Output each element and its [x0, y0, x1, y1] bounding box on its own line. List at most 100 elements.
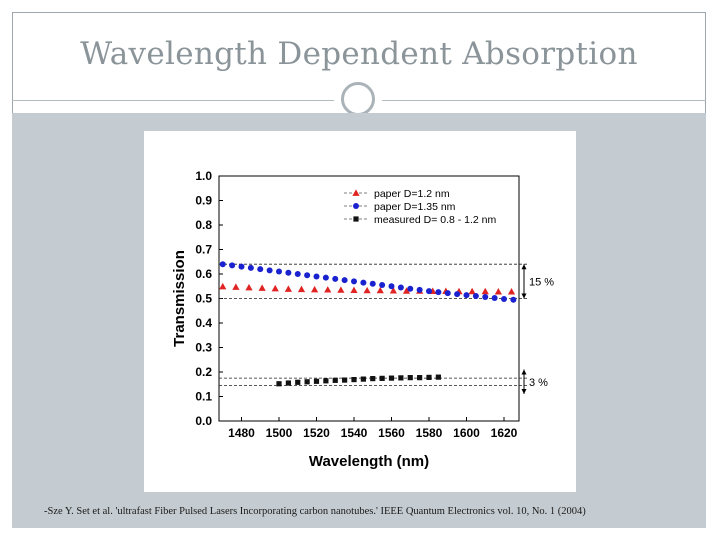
- legend-entry-label: paper D=1.2 nm: [374, 188, 450, 200]
- data-point-circle: [426, 288, 432, 295]
- data-point-square: [398, 375, 404, 381]
- x-axis-label: Wavelength (nm): [309, 453, 429, 470]
- citation: -Sze Y. Set et al. 'ultrafast Fiber Puls…: [44, 506, 586, 517]
- x-tick-label: 1540: [341, 426, 368, 440]
- annotation-arrow: [521, 293, 527, 299]
- data-point-circle: [510, 296, 517, 303]
- x-tick-label: 1500: [266, 426, 293, 440]
- data-point-circle: [360, 279, 367, 286]
- data-point-square: [379, 375, 385, 381]
- data-point-circle: [454, 291, 461, 298]
- data-point-square: [417, 375, 423, 381]
- y-tick-label: 0.7: [195, 243, 212, 257]
- data-point-square: [353, 216, 359, 222]
- data-point-circle: [501, 295, 507, 302]
- data-point-circle: [313, 273, 320, 280]
- data-point-circle: [229, 262, 236, 269]
- data-point-circle: [266, 267, 273, 274]
- data-point-triangle: [219, 282, 227, 290]
- data-point-triangle: [389, 287, 397, 294]
- circle-ornament-icon: [338, 79, 378, 119]
- data-point-circle: [491, 295, 498, 302]
- data-point-circle: [351, 278, 357, 285]
- legend-entry-label: measured D= 0.8 - 1.2 nm: [374, 214, 497, 226]
- data-point-triangle: [402, 287, 411, 294]
- title-rule-left: [12, 100, 338, 101]
- annotation-label: 15 %: [529, 276, 554, 288]
- data-point-square: [295, 379, 301, 385]
- data-point-square: [276, 381, 282, 387]
- data-point-square: [285, 380, 291, 386]
- y-axis-label: Transmission: [171, 250, 188, 347]
- data-point-circle: [416, 286, 423, 293]
- data-point-triangle: [284, 285, 292, 292]
- x-tick-label: 1600: [453, 426, 480, 440]
- slide-title: Wavelength Dependent Absorption: [80, 36, 638, 72]
- data-point-square: [342, 377, 348, 383]
- data-point-square: [370, 376, 376, 382]
- data-point-triangle: [494, 288, 502, 295]
- data-point-circle: [379, 282, 386, 289]
- data-point-triangle: [271, 284, 279, 292]
- data-point-square: [407, 375, 413, 381]
- data-point-circle: [482, 294, 489, 301]
- y-tick-label: 1.0: [195, 169, 212, 183]
- data-point-circle: [332, 275, 339, 282]
- data-point-triangle: [311, 285, 319, 293]
- data-point-circle: [435, 289, 442, 296]
- data-point-triangle: [258, 284, 266, 291]
- y-tick-label: 0.8: [195, 218, 212, 232]
- data-point-circle: [388, 283, 395, 290]
- data-point-circle: [257, 266, 264, 273]
- data-point-square: [426, 374, 432, 380]
- data-point-circle: [341, 277, 348, 284]
- data-point-triangle: [232, 283, 240, 290]
- data-point-square: [323, 378, 329, 384]
- data-point-circle: [294, 271, 301, 277]
- data-point-square: [435, 374, 441, 380]
- data-point-triangle: [245, 283, 253, 291]
- y-tick-label: 0.2: [195, 365, 212, 379]
- y-tick-label: 0.4: [195, 316, 212, 330]
- transmission-chart: 0.0 0.1 0.2 0.3 0.4 0.5 0.6 0.7 0.8 0.9 1.0 1480 150…: [171, 169, 554, 470]
- data-point-circle: [397, 284, 404, 291]
- data-point-circle: [247, 264, 254, 271]
- data-point-circle: [472, 293, 479, 300]
- data-point-triangle: [468, 287, 476, 295]
- data-point-triangle: [297, 285, 306, 293]
- data-point-square: [351, 376, 357, 383]
- y-tick-label: 0.6: [195, 267, 212, 281]
- annotation-arrow: [521, 264, 527, 270]
- data-point-circle: [463, 292, 470, 299]
- data-point-circle: [407, 285, 414, 292]
- data-point-square: [360, 376, 366, 382]
- annotation-arrow: [521, 389, 527, 395]
- data-point-triangle: [350, 286, 358, 294]
- data-point-circle: [304, 272, 311, 279]
- data-point-circle: [444, 290, 451, 297]
- title-rule-right: [382, 100, 706, 101]
- data-point-triangle: [324, 286, 332, 293]
- y-tick-label: 0.5: [195, 292, 212, 306]
- data-point-circle: [353, 203, 359, 209]
- y-tick-label: 0.3: [195, 341, 212, 355]
- data-point-triangle: [507, 288, 516, 295]
- data-point-triangle: [352, 189, 360, 196]
- x-tick-label: 1560: [378, 426, 405, 440]
- data-point-triangle: [376, 286, 384, 294]
- x-tick-label: 1520: [303, 426, 330, 440]
- data-point-circle: [322, 274, 329, 281]
- data-point-square: [313, 378, 320, 384]
- legend-entry-label: paper D=1.35 nm: [374, 201, 456, 213]
- chart-card: 0.0 0.1 0.2 0.3 0.4 0.5 0.6 0.7 0.8 0.9 1.0 1480 150…: [144, 131, 576, 492]
- data-point-triangle: [337, 286, 345, 293]
- data-point-circle: [369, 280, 376, 287]
- data-point-triangle: [481, 287, 489, 295]
- data-point-square: [388, 375, 395, 381]
- annotation-arrow: [521, 369, 527, 375]
- x-tick-label: 1620: [491, 426, 518, 440]
- y-tick-label: 0.1: [195, 390, 212, 404]
- annotation-label: 3 %: [529, 377, 548, 389]
- data-point-circle: [285, 269, 292, 276]
- data-point-triangle: [363, 286, 371, 294]
